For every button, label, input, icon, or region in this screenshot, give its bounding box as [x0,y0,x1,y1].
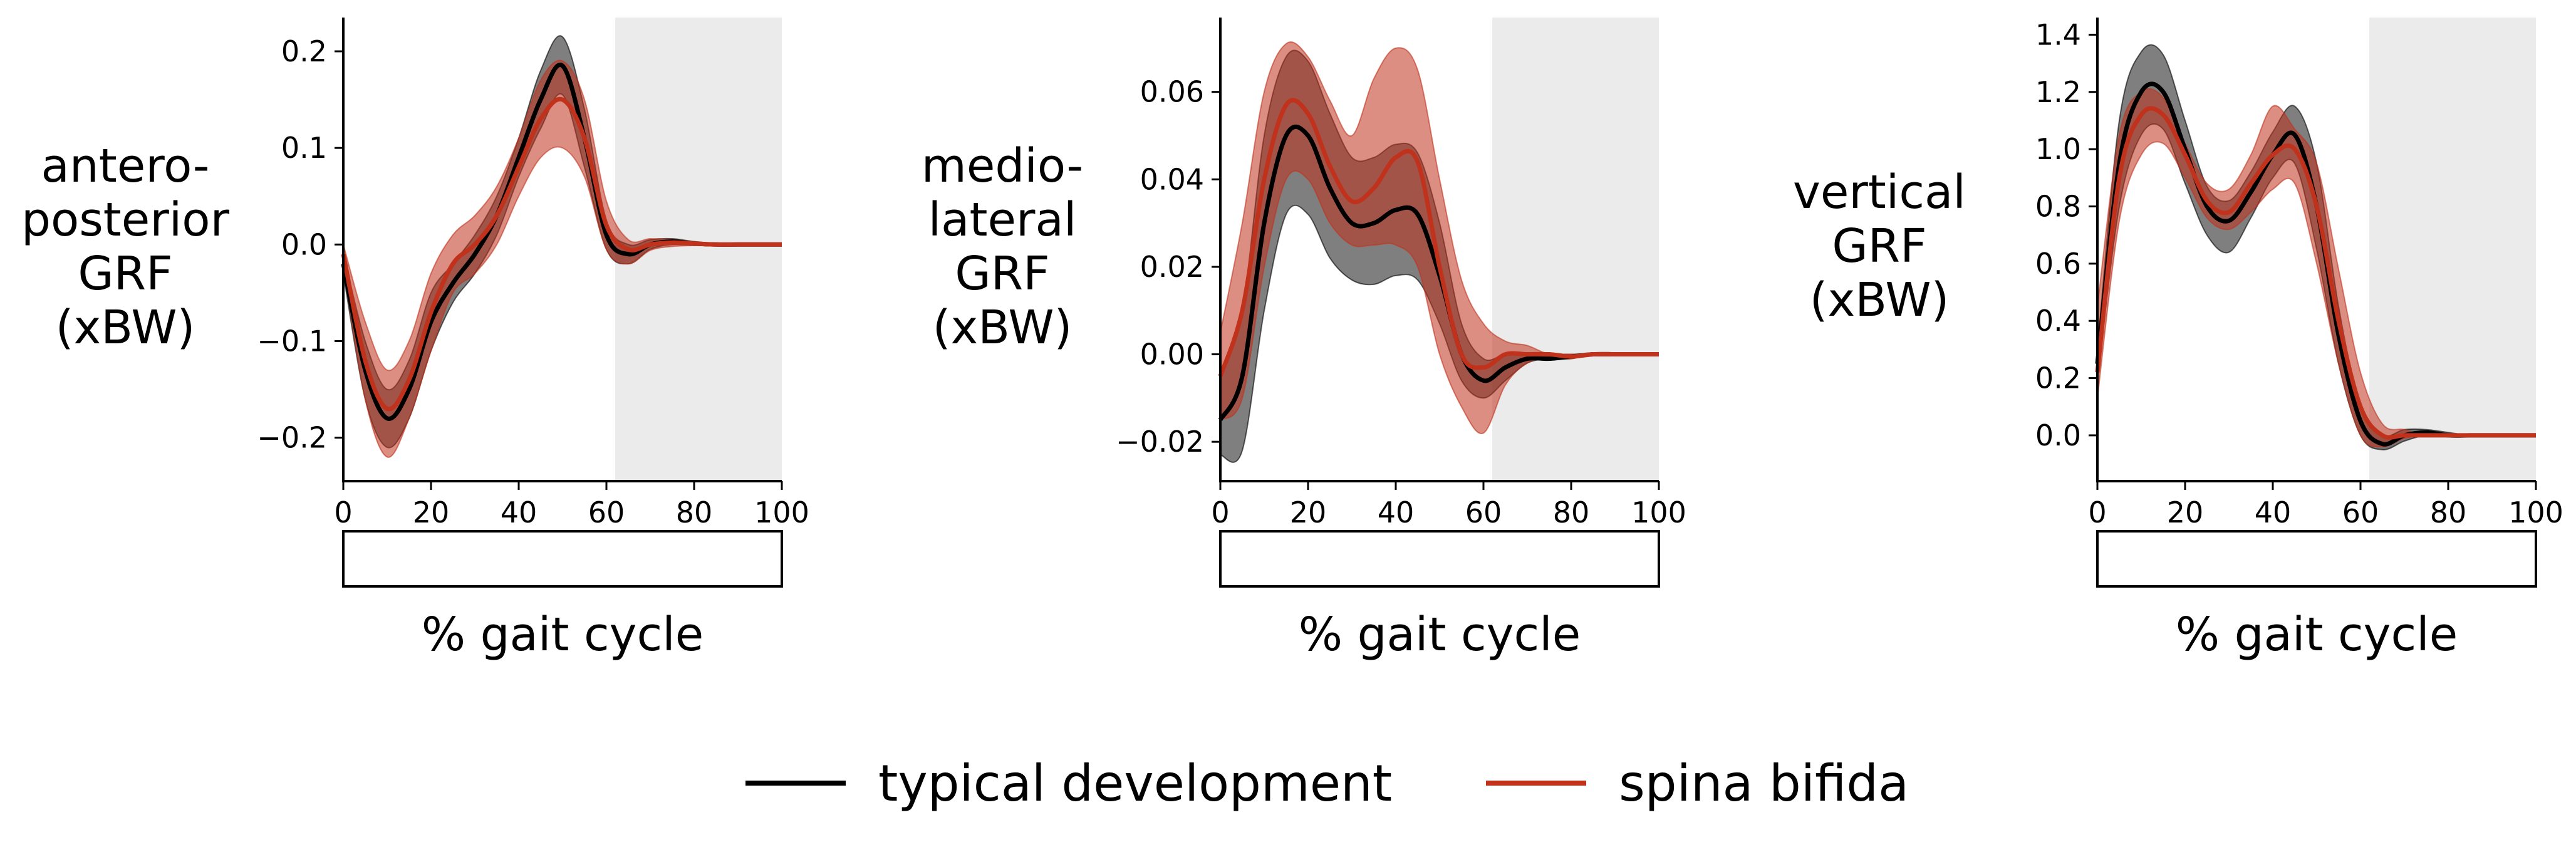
y-tick-label: 0.00 [1140,338,1204,372]
y-tick-label: 0.1 [281,131,327,165]
x-tick-label: 100 [1631,496,1686,529]
y-tick-label: 0.6 [2035,247,2081,281]
xlabel-gait-cycle: % gait cycle [421,608,704,662]
swing-phase-shading [2369,18,2536,481]
mean-line-spina [2095,106,2537,440]
ylabel-line: GRF [1832,219,1927,273]
y-tick-label: 0.4 [2035,304,2081,338]
legend-swatch-typical [745,781,846,786]
ylabel-line: GRF [955,247,1050,301]
x-tick-label: 80 [2430,496,2467,529]
legend-label: spina bifida [1619,754,1909,813]
y-tick-label: 1.0 [2035,132,2081,166]
ylabel-line: posterior [21,193,230,247]
ylabel-line: (xBW) [1809,273,1950,327]
x-tick-label: 100 [2508,496,2563,529]
x-tick-label: 60 [1465,496,1502,529]
x-tick-label: 40 [2255,496,2292,529]
legend-item-spina-bifida: spina bifida [1486,754,1909,813]
y-tick-label: 1.4 [2035,18,2081,51]
ylabel-line: lateral [928,193,1077,247]
x-tick-label: 0 [2088,496,2106,529]
legend-item-typical-development: typical development [745,754,1392,813]
x-tick-label: 80 [1553,496,1590,529]
x-tick-label: 100 [754,496,809,529]
legend: typical development spina bifida [745,752,1909,814]
mean-line-spina [341,96,782,412]
y-tick-label: 0.04 [1140,162,1204,196]
y-tick-label: 0.02 [1140,250,1204,284]
legend-label: typical development [878,754,1393,813]
x-tick-label: 20 [2167,496,2204,529]
gait-phase-bar [2096,530,2537,588]
x-tick-label: 40 [1378,496,1415,529]
y-tick-label: 0.2 [281,34,327,68]
y-tick-label: −0.1 [257,324,327,358]
x-tick-label: 0 [334,496,352,529]
y-tick-label: −0.2 [257,421,327,455]
ylabel-mediolateral: medio-lateral GRF (xBW) [883,139,1121,355]
xlabel-gait-cycle: % gait cycle [2175,608,2458,662]
ylabel-line: vertical [1793,165,1966,219]
x-tick-label: 40 [501,496,538,529]
y-tick-label: 0.06 [1140,75,1204,109]
ylabel-line: (xBW) [932,301,1072,355]
ylabel-vertical: vertical GRF (xBW) [1760,165,1998,327]
gait-phase-bar [1219,530,1660,588]
y-tick-label: 1.2 [2035,75,2081,109]
x-tick-label: 80 [676,496,713,529]
ylabel-line: medio- [921,139,1084,193]
ylabel-anteroposterior: antero-posterior GRF (xBW) [6,139,244,355]
mean-line-spina [1218,98,1659,377]
x-tick-label: 20 [1290,496,1327,529]
y-tick-label: 0.0 [281,227,327,261]
y-tick-label: −0.02 [1116,425,1204,459]
ylabel-line: GRF [78,247,173,301]
y-tick-label: 0.0 [2035,418,2081,452]
ylabel-line: antero- [41,139,210,193]
y-tick-label: 0.2 [2035,361,2081,395]
gait-phase-bar [342,530,783,588]
xlabel-gait-cycle: % gait cycle [1298,608,1581,662]
swing-phase-shading [1492,18,1659,481]
x-tick-label: 60 [588,496,625,529]
ylabel-line: (xBW) [55,301,195,355]
x-tick-label: 0 [1211,496,1229,529]
legend-swatch-spina [1486,781,1587,786]
x-tick-label: 20 [413,496,450,529]
x-tick-label: 60 [2342,496,2379,529]
y-tick-label: 0.8 [2035,189,2081,223]
